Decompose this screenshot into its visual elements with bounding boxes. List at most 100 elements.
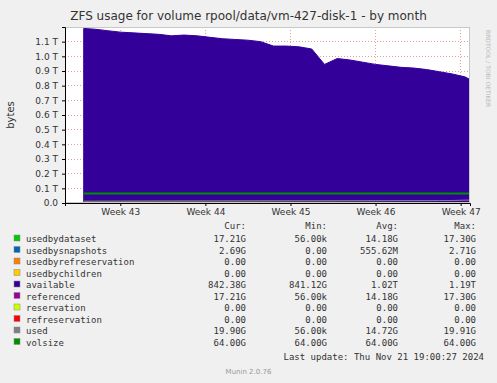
legend-value: 56.00k: [294, 326, 327, 336]
series-line: [84, 200, 470, 201]
x-axis: Week 43Week 44Week 45Week 46Week 47: [66, 203, 481, 217]
legend-column-header: Cur:: [224, 221, 246, 231]
y-tick-label: 1.0 T: [35, 52, 58, 62]
y-tick-label: 0.5 T: [35, 125, 58, 135]
legend-value: 0.00: [305, 269, 327, 279]
x-tick-mark: [120, 203, 121, 206]
x-tick: Week 44: [186, 203, 225, 217]
y-tick-label: 0.8 T: [35, 81, 58, 91]
legend-swatch: [14, 258, 20, 264]
legend-label: refreservation: [26, 315, 102, 325]
legend-value: 19.90G: [213, 326, 246, 336]
x-tick-label: Week 44: [186, 207, 225, 217]
y-tick: 0.4 T: [35, 140, 65, 150]
background: [0, 0, 497, 383]
x-tick: Week 46: [357, 203, 396, 217]
legend-value: 555.62M: [360, 246, 399, 256]
legend-swatch: [14, 293, 20, 299]
legend-value: 0.00: [224, 303, 246, 313]
legend-value: 2.71G: [449, 246, 476, 256]
legend-value: 0.00: [305, 246, 327, 256]
legend-value: 0.00: [224, 257, 246, 267]
y-tick-label: 0.2 T: [35, 169, 58, 179]
legend-swatch: [14, 270, 20, 276]
legend-value: 0.00: [454, 269, 476, 279]
x-axis-line: [66, 204, 471, 207]
y-tick-mark: [62, 115, 65, 116]
legend-value: 0.00: [376, 315, 398, 325]
legend-value: 56.00k: [294, 292, 327, 302]
plot-background: [65, 27, 470, 203]
y-tick: 0.2 T: [35, 169, 65, 179]
legend-value: 0.00: [305, 315, 327, 325]
legend-value: 17.30G: [443, 234, 476, 244]
legend: Cur:Min:Avg:Max:usedbydataset17.21G56.00…: [14, 221, 477, 348]
y-tick-mark: [62, 130, 65, 131]
legend-column-header: Max:: [454, 221, 476, 231]
legend-value: 2.69G: [219, 246, 246, 256]
chart-root: 0.0 0.1 T 0.2 T 0.3 T 0.4 T 0.5 T 0.6 T 0.7 T 0.…: [0, 0, 497, 383]
legend-swatch: [14, 247, 20, 253]
legend-swatch: [14, 327, 20, 333]
y-tick-label: 0.7 T: [35, 96, 58, 106]
y-tick: 0.9 T: [35, 66, 65, 76]
legend-value: 0.00: [224, 315, 246, 325]
legend-swatch: [14, 281, 20, 287]
y-tick-mark: [62, 42, 65, 43]
x-tick-label: Week 45: [271, 207, 310, 217]
legend-label: reservation: [26, 303, 86, 313]
legend-value: 0.00: [376, 303, 398, 313]
x-tick-mark: [290, 203, 291, 206]
legend-value: 17.21G: [213, 234, 246, 244]
legend-value: 0.00: [376, 257, 398, 267]
legend-value: 64.00G: [213, 338, 246, 348]
legend-label: usedbychildren: [26, 269, 102, 279]
y-tick-mark: [62, 174, 65, 175]
legend-value: 14.18G: [365, 292, 398, 302]
y-tick-label: 0.4 T: [35, 140, 58, 150]
y-tick-mark: [62, 71, 65, 72]
x-tick-label: Week 43: [101, 207, 140, 217]
y-tick-mark: [62, 188, 65, 189]
y-axis-line: [62, 28, 66, 204]
legend-value: 64.00G: [365, 338, 398, 348]
footer: Munin 2.0.76: [226, 368, 272, 376]
legend-column-header: Min:: [305, 221, 327, 231]
legend-value: 64.00G: [294, 338, 327, 348]
y-axis-title: bytes: [5, 101, 16, 129]
x-tick: Week 45: [271, 203, 310, 217]
legend-value: 1.02T: [371, 280, 399, 290]
marks: [84, 28, 470, 203]
y-tick: 0.5 T: [35, 125, 65, 135]
y-tick: 0.7 T: [35, 96, 65, 106]
legend-value: 0.00: [305, 257, 327, 267]
y-tick: 1.1 T: [35, 37, 65, 47]
y-tick-mark: [62, 100, 65, 101]
legend-label: referenced: [26, 292, 80, 302]
legend-value: 19.91G: [443, 326, 476, 336]
legend-value: 17.21G: [213, 292, 246, 302]
y-tick: 0.1 T: [35, 184, 65, 194]
legend-value: 841.12G: [289, 280, 327, 290]
legend-swatch: [14, 235, 20, 241]
series-line: [84, 193, 470, 195]
last-update: Last update: Thu Nov 21 19:00:27 2024: [284, 352, 484, 362]
y-tick-label: 0.3 T: [35, 154, 58, 164]
legend-value: 0.00: [376, 269, 398, 279]
legend-value: 0.00: [454, 257, 476, 267]
watermark: RRDTOOL / TOBI OETIKER: [485, 30, 492, 107]
x-tick-label: Week 46: [357, 207, 396, 217]
legend-label: usedbyrefreservation: [26, 257, 134, 267]
legend-swatch: [14, 304, 20, 310]
y-tick: 0.6 T: [35, 110, 65, 120]
y-tick-label: 0.0: [44, 198, 59, 208]
legend-label: available: [26, 280, 75, 290]
legend-value: 0.00: [224, 269, 246, 279]
title: ZFS usage for volume rpool/data/vm-427-d…: [70, 9, 427, 23]
y-tick-label: 0.1 T: [35, 184, 58, 194]
legend-label: used: [26, 326, 48, 336]
legend-column-header: Avg:: [376, 221, 398, 231]
legend-value: 17.30G: [443, 292, 476, 302]
grid: [65, 27, 470, 203]
y-tick-label: 0.6 T: [35, 110, 58, 120]
